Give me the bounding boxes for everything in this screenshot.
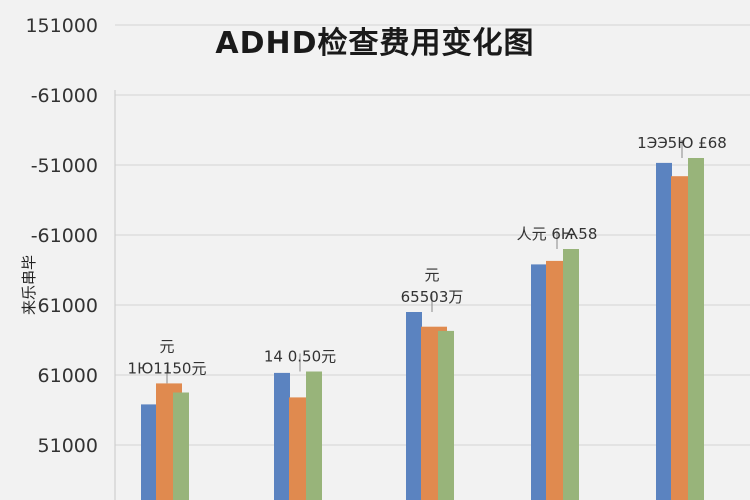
- bar: [438, 330, 454, 500]
- bar: [531, 264, 547, 500]
- bar: [141, 404, 157, 500]
- y-axis-label: 来乐串毕: [20, 255, 38, 315]
- data-label: 65503万: [401, 288, 464, 306]
- bar: [406, 312, 422, 500]
- y-tick-label: 61000: [38, 365, 98, 387]
- data-label: 1ЭЭ5Ю £68: [637, 134, 727, 152]
- y-tick-label: 61000: [38, 295, 98, 317]
- data-label: 人元 6Ѩ58: [517, 225, 598, 243]
- data-label: 14 0.50元: [264, 348, 336, 366]
- data-labels: 元 1Ю1150元 14 0.50元 元 65503万 人元 6Ѩ58 1ЭЭ5Ю £68: [128, 134, 727, 384]
- data-label: 元: [159, 337, 174, 355]
- y-tick-label: -61000: [31, 85, 98, 107]
- chart-title: ADHD检查费用变化图: [215, 26, 535, 61]
- y-tick-label: -61000: [31, 225, 98, 247]
- bar: [688, 158, 704, 500]
- y-tick-label: 151000: [25, 15, 98, 37]
- y-axis: 51000 61000 61000 -61000 -51000 -61000 151000: [25, 15, 116, 500]
- y-tick-label: -51000: [31, 155, 98, 177]
- bar: [274, 372, 290, 500]
- bar: [173, 392, 189, 500]
- y-tick-label: 51000: [38, 435, 98, 457]
- data-label: 1Ю1150元: [128, 359, 207, 377]
- bar: [563, 249, 579, 500]
- bar: [306, 371, 322, 500]
- data-label: 元: [424, 266, 439, 284]
- bars: [141, 158, 704, 500]
- bar: [656, 162, 672, 500]
